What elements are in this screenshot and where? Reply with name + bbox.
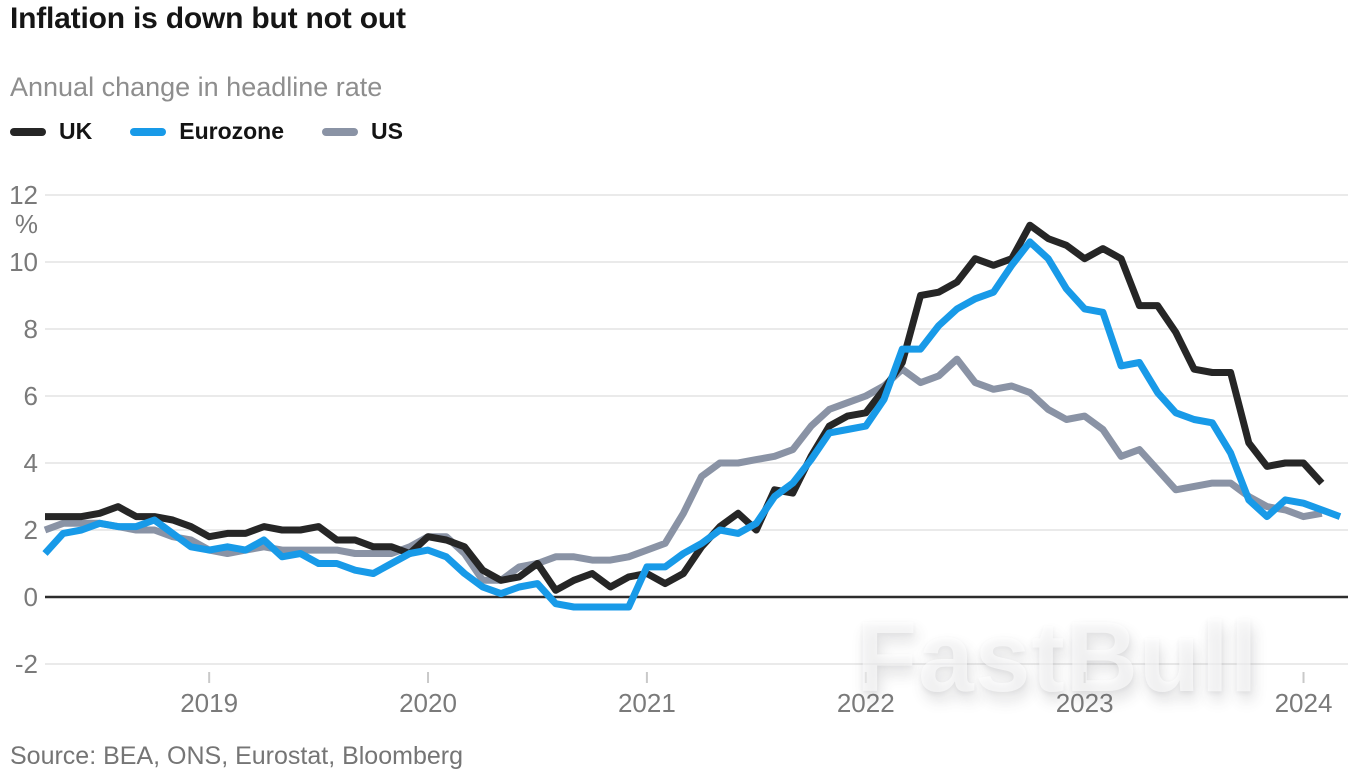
y-axis-tick-label: 12 bbox=[9, 180, 38, 210]
y-axis-tick-label: 0 bbox=[24, 582, 38, 612]
series-line-uk bbox=[45, 221, 1325, 594]
chart-subtitle: Annual change in headline rate bbox=[10, 72, 383, 102]
y-axis-tick-label: -2 bbox=[15, 649, 38, 679]
y-axis-tick-label: 6 bbox=[24, 381, 38, 411]
legend: UK Eurozone US bbox=[10, 118, 403, 145]
x-axis-tick-label: 2022 bbox=[837, 688, 895, 718]
source-note: Source: BEA, ONS, Eurostat, Bloomberg bbox=[10, 742, 463, 770]
page-title: Inflation is down but not out bbox=[10, 2, 406, 35]
series-line-us bbox=[43, 355, 1323, 584]
y-axis-unit-label: % bbox=[15, 209, 38, 239]
x-axis-tick-label: 2023 bbox=[1056, 688, 1114, 718]
x-axis-tick-label: 2021 bbox=[618, 688, 676, 718]
legend-label-uk: UK bbox=[59, 118, 93, 144]
x-axis-tick-label: 2020 bbox=[399, 688, 457, 718]
y-axis-tick-label: 10 bbox=[9, 247, 38, 277]
y-axis-tick-label: 8 bbox=[24, 314, 38, 344]
legend-label-us: US bbox=[371, 118, 403, 144]
legend-swatch-us-icon bbox=[322, 127, 359, 136]
y-axis-tick-label: 4 bbox=[24, 448, 38, 478]
legend-swatch-eurozone-icon bbox=[130, 127, 167, 136]
legend-item-uk: UK bbox=[10, 118, 92, 145]
x-axis-tick-label: 2024 bbox=[1275, 688, 1333, 718]
x-axis-tick-label: 2019 bbox=[180, 688, 238, 718]
series-line-eurozone bbox=[42, 238, 1342, 611]
y-axis-tick-label: 2 bbox=[24, 515, 38, 545]
legend-item-us: US bbox=[322, 118, 403, 145]
legend-swatch-uk-icon bbox=[10, 127, 46, 136]
legend-item-eurozone: Eurozone bbox=[130, 118, 284, 145]
legend-label-eurozone: Eurozone bbox=[179, 118, 285, 144]
